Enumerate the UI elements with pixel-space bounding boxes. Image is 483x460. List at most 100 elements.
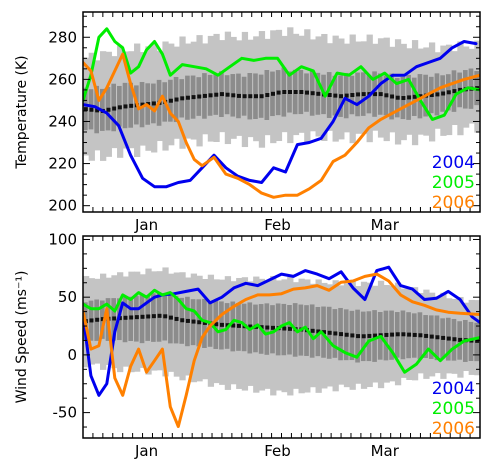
temp-mean-marker bbox=[418, 94, 423, 99]
temp-mean-marker bbox=[373, 92, 378, 97]
temp-mean-marker bbox=[378, 92, 383, 97]
wind-mean-marker bbox=[333, 331, 338, 336]
temp-mean-marker bbox=[401, 96, 406, 101]
wind-mean-marker bbox=[95, 317, 100, 322]
temp-mean-marker bbox=[361, 92, 366, 97]
temp-y-tick-label: 200 bbox=[48, 197, 77, 215]
temp-mean-marker bbox=[327, 93, 332, 98]
wind-series-2005 bbox=[83, 288, 480, 374]
temp-mean-marker bbox=[112, 106, 117, 111]
temp-mean-marker bbox=[151, 101, 156, 106]
wind-mean-marker bbox=[151, 314, 156, 319]
wind-mean-marker bbox=[424, 333, 429, 338]
temp-mean-marker bbox=[350, 93, 355, 98]
temp-y-tick-label: 260 bbox=[48, 70, 77, 88]
temp-mean-marker bbox=[242, 94, 247, 99]
temp-mean-marker bbox=[106, 107, 111, 112]
wind-legend-2004: 2004 bbox=[432, 379, 475, 399]
temp-mean-marker bbox=[441, 91, 446, 96]
wind-mean-marker bbox=[146, 314, 151, 319]
wind-mean-marker bbox=[163, 314, 168, 319]
wind-mean-marker bbox=[401, 332, 406, 337]
wind-mean-marker bbox=[288, 326, 293, 331]
temp-mean-marker bbox=[140, 102, 145, 107]
temp-mean-marker bbox=[384, 93, 389, 98]
wind-y-tick-label: 0 bbox=[67, 346, 77, 364]
wind-mean-marker bbox=[174, 316, 179, 321]
temp-mean-marker bbox=[174, 97, 179, 102]
temp-x-tick-label: Jan bbox=[134, 216, 158, 234]
wind-y-tick-label: -50 bbox=[53, 404, 78, 422]
temp-mean-marker bbox=[197, 94, 202, 99]
wind-mean-marker bbox=[367, 333, 372, 338]
temp-mean-marker bbox=[180, 96, 185, 101]
temp-mean-marker bbox=[407, 95, 412, 100]
wind-x-tick-label: Jan bbox=[134, 442, 158, 460]
temp-mean-marker bbox=[452, 89, 457, 94]
temp-mean-marker bbox=[356, 92, 361, 97]
temp-panel: 200 220 240 260 280 Jan Feb Mar Temperature (K) 2… bbox=[14, 11, 481, 234]
temp-legend-2005: 2005 bbox=[432, 173, 475, 193]
wind-mean-marker bbox=[231, 323, 236, 328]
wind-mean-marker bbox=[407, 332, 412, 337]
wind-mean-marker bbox=[123, 315, 128, 320]
wind-mean-marker bbox=[236, 323, 241, 328]
temp-series-2006 bbox=[83, 52, 480, 199]
temp-mean-marker bbox=[253, 94, 258, 99]
wind-mean-marker bbox=[418, 333, 423, 338]
temp-mean-marker bbox=[344, 93, 349, 98]
wind-mean-marker bbox=[191, 319, 196, 324]
wind-mean-marker bbox=[452, 337, 457, 342]
temp-mean-marker bbox=[265, 93, 270, 98]
wind-x-tick-label: Mar bbox=[371, 442, 400, 460]
temp-mean-marker bbox=[333, 93, 338, 98]
wind-mean-marker bbox=[361, 334, 366, 339]
wind-mean-marker bbox=[112, 316, 117, 321]
temp-mean-marker bbox=[310, 91, 315, 96]
temp-mean-marker bbox=[185, 95, 190, 100]
temp-series-2004 bbox=[83, 40, 478, 189]
wind-y-axis-title: Wind Speed (ms⁻¹) bbox=[14, 271, 30, 404]
wind-mean-marker bbox=[129, 315, 134, 320]
wind-y-tick-label: 100 bbox=[48, 230, 77, 248]
wind-mean-marker bbox=[180, 318, 185, 323]
wind-mean-marker bbox=[89, 318, 94, 323]
wind-mean-marker bbox=[327, 330, 332, 335]
temp-mean-marker bbox=[231, 93, 236, 98]
wind-mean-marker bbox=[100, 317, 105, 322]
temp-mean-marker bbox=[83, 107, 88, 112]
wind-mean-marker bbox=[225, 323, 230, 328]
wind-mean-marker bbox=[310, 328, 315, 333]
temp-y-tick-label: 220 bbox=[48, 155, 77, 173]
temp-mean-marker bbox=[435, 92, 440, 97]
wind-plot-area bbox=[83, 265, 480, 428]
wind-mean-marker bbox=[219, 322, 224, 327]
wind-mean-marker bbox=[157, 313, 162, 318]
temp-mean-marker bbox=[458, 87, 463, 92]
temp-mean-marker bbox=[202, 93, 207, 98]
temp-mean-marker bbox=[89, 107, 94, 112]
wind-series-2006 bbox=[83, 272, 480, 428]
temp-mean-marker bbox=[95, 108, 100, 113]
temp-legend-2006: 2006 bbox=[432, 193, 475, 213]
wind-mean-marker bbox=[185, 318, 190, 323]
temp-mean-marker bbox=[146, 102, 151, 107]
wind-mean-marker bbox=[435, 335, 440, 340]
wind-mean-marker bbox=[197, 320, 202, 325]
temp-mean-marker bbox=[214, 92, 219, 97]
temp-series-2005 bbox=[83, 27, 480, 121]
wind-mean-marker bbox=[316, 329, 321, 334]
temp-mean-marker bbox=[282, 90, 287, 94]
temp-y-tick-label: 280 bbox=[48, 28, 77, 46]
temp-mean-marker bbox=[429, 93, 434, 98]
temp-mean-marker bbox=[339, 94, 344, 99]
wind-mean-marker bbox=[390, 332, 395, 337]
wind-mean-marker bbox=[214, 322, 219, 327]
temp-mean-marker bbox=[293, 90, 298, 94]
wind-mean-marker bbox=[384, 332, 389, 337]
temp-mean-marker bbox=[316, 91, 321, 96]
temp-mean-marker bbox=[276, 90, 281, 95]
wind-mean-marker bbox=[270, 325, 275, 330]
wind-legend-2006: 2006 bbox=[432, 419, 475, 439]
